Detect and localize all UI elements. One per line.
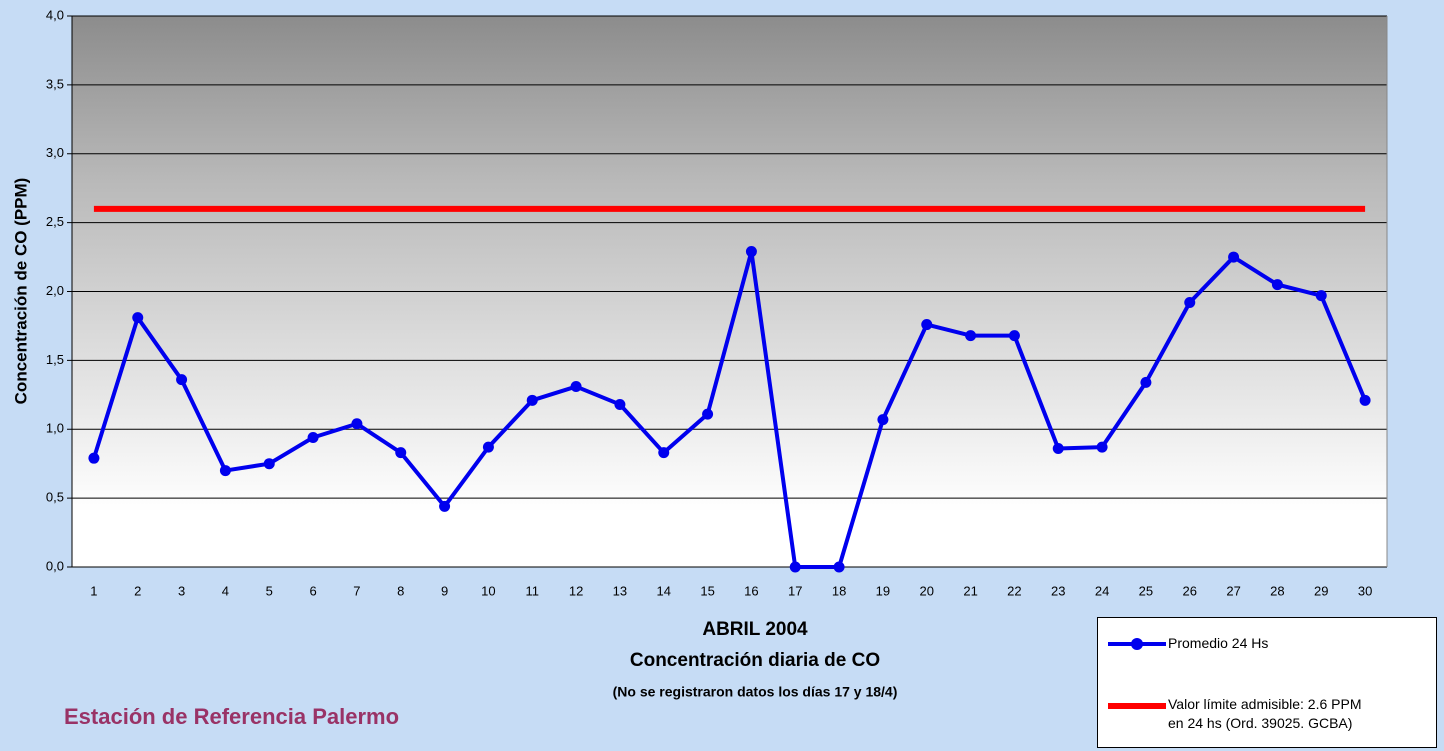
x-tick-label: 28 <box>1270 583 1284 598</box>
point <box>351 418 362 429</box>
legend: Promedio 24 Hs Valor límite admisible: 2.… <box>1097 617 1437 748</box>
x-tick-label: 3 <box>178 583 185 598</box>
point <box>877 414 888 425</box>
y-tick-label: 0,5 <box>46 490 64 505</box>
point <box>921 319 932 330</box>
x-tick-label: 8 <box>397 583 404 598</box>
x-tick-label: 17 <box>788 583 802 598</box>
x-tick-label: 4 <box>222 583 229 598</box>
y-tick-label: 3,5 <box>46 76 64 91</box>
point <box>176 374 187 385</box>
x-tick-label: 23 <box>1051 583 1065 598</box>
y-tick-label: 3,0 <box>46 145 64 160</box>
x-tick-label: 13 <box>613 583 627 598</box>
x-tick-label: 22 <box>1007 583 1021 598</box>
x-tick-label: 26 <box>1183 583 1197 598</box>
y-axis-label: Concentración de CO (PPM) <box>11 178 30 405</box>
point <box>658 447 669 458</box>
x-tick-label: 19 <box>876 583 890 598</box>
x-tick-label: 25 <box>1139 583 1153 598</box>
point <box>1140 377 1151 388</box>
point <box>483 442 494 453</box>
y-tick-label: 0,0 <box>46 558 64 573</box>
x-tick-label: 21 <box>963 583 977 598</box>
y-tick-label: 4,0 <box>46 7 64 22</box>
x-tick-label: 6 <box>309 583 316 598</box>
point <box>1053 443 1064 454</box>
x-tick-label: 12 <box>569 583 583 598</box>
point <box>790 562 801 573</box>
point <box>1272 279 1283 290</box>
point <box>132 312 143 323</box>
x-tick-label: 20 <box>920 583 934 598</box>
point <box>746 246 757 257</box>
point <box>527 395 538 406</box>
point <box>220 465 231 476</box>
point <box>1360 395 1371 406</box>
x-tick-label: 14 <box>657 583 671 598</box>
title: ABRIL 2004 <box>702 619 808 640</box>
point <box>439 501 450 512</box>
x-tick-label: 18 <box>832 583 846 598</box>
y-tick-label: 2,0 <box>46 283 64 298</box>
note: (No se registraron datos los días 17 y 1… <box>613 684 898 700</box>
point <box>965 330 976 341</box>
point <box>88 453 99 464</box>
x-tick-label: 24 <box>1095 583 1109 598</box>
x-tick-label: 15 <box>700 583 714 598</box>
x-tick-label: 9 <box>441 583 448 598</box>
station: Estación de Referencia Palermo <box>64 704 399 729</box>
point <box>614 399 625 410</box>
point <box>1184 297 1195 308</box>
legend-swatch <box>1108 703 1166 709</box>
point <box>1009 330 1020 341</box>
point <box>264 458 275 469</box>
x-tick-label: 27 <box>1226 583 1240 598</box>
legend-label: Promedio 24 Hs <box>1168 634 1368 653</box>
x-tick-label: 1 <box>90 583 97 598</box>
point <box>1316 290 1327 301</box>
x-tick-label: 7 <box>353 583 360 598</box>
subtitle: Concentración diaria de CO <box>630 650 880 671</box>
point <box>702 409 713 420</box>
point <box>1228 252 1239 263</box>
point <box>1097 442 1108 453</box>
legend-label: Valor límite admisible: 2.6 PPM en 24 hs… <box>1168 695 1368 733</box>
point <box>308 432 319 443</box>
page: Concentración de CO (PPM) ABRIL 2004 Con… <box>0 0 1444 751</box>
y-tick-label: 1,0 <box>46 421 64 436</box>
point <box>571 381 582 392</box>
x-tick-label: 2 <box>134 583 141 598</box>
legend-marker <box>1131 638 1143 650</box>
point <box>834 562 845 573</box>
x-tick-label: 5 <box>266 583 273 598</box>
x-tick-label: 10 <box>481 583 495 598</box>
y-tick-label: 2,5 <box>46 214 64 229</box>
x-tick-label: 29 <box>1314 583 1328 598</box>
x-tick-label: 30 <box>1358 583 1372 598</box>
point <box>395 447 406 458</box>
x-tick-label: 16 <box>744 583 758 598</box>
x-tick-label: 11 <box>526 583 540 598</box>
y-tick-label: 1,5 <box>46 352 64 367</box>
